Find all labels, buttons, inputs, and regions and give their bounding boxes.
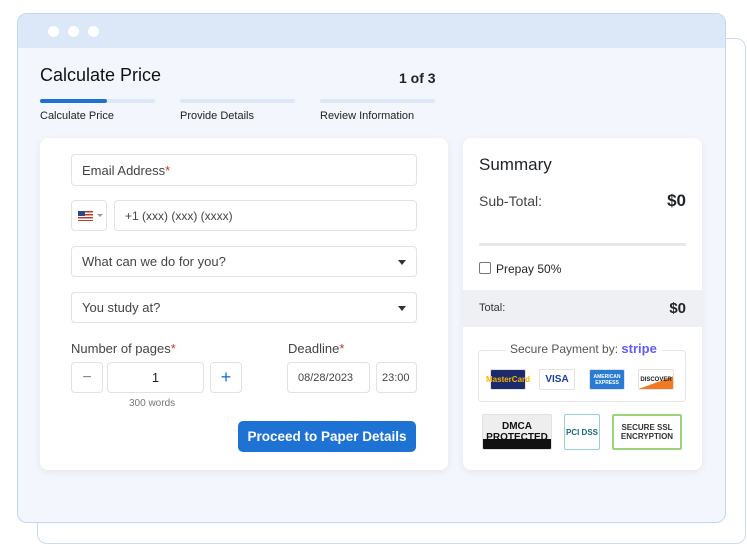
step-progress-1 [40, 99, 155, 103]
service-select[interactable]: What can we do for you? [71, 246, 417, 277]
step-progress-2 [180, 99, 295, 103]
total-label: Total: [479, 302, 506, 314]
step-label[interactable]: Calculate Price [40, 110, 114, 122]
deadline-time-input[interactable]: 23:00 [376, 362, 417, 393]
pci-dss-badge: PCI DSS [564, 414, 600, 450]
dmca-logo: DMCA PROTECTED [486, 421, 548, 443]
required-mark: * [165, 162, 171, 178]
step-label[interactable]: Provide Details [180, 110, 254, 122]
study-select-value: You study at? [82, 300, 161, 315]
prepay-label[interactable]: Prepay 50% [496, 262, 562, 276]
summary-card: Summary Sub-Total: $0 Prepay 50% Total: … [463, 138, 702, 470]
total-value: $0 [669, 300, 686, 317]
study-select[interactable]: You study at? [71, 292, 417, 323]
discover-logo: DISCOVER [638, 369, 674, 390]
secure-payment-label: Secure Payment by: stripe [505, 341, 662, 356]
page-title: Calculate Price [40, 65, 162, 85]
deadline-date-input[interactable]: 08/28/2023 [287, 362, 370, 393]
pages-label: Number of pages* [71, 341, 176, 356]
proceed-button[interactable]: Proceed to Paper Details [238, 421, 416, 452]
step-progress-3 [320, 99, 435, 103]
stripe-logo: stripe [621, 341, 657, 356]
caret-down-icon [398, 306, 406, 311]
service-select-value: What can we do for you? [82, 254, 226, 269]
window-dot-icon [68, 26, 79, 37]
email-input[interactable]: Email Address * [71, 154, 417, 186]
window-dot-icon [48, 26, 59, 37]
window-dot-icon [88, 26, 99, 37]
prepay-checkbox[interactable] [479, 262, 491, 274]
summary-title: Summary [479, 155, 552, 174]
dmca-badge: DMCA PROTECTED [482, 414, 552, 450]
country-select[interactable] [71, 200, 107, 231]
divider [479, 243, 686, 246]
deadline-label: Deadline* [288, 341, 345, 356]
subtotal-label: Sub-Total: [479, 193, 543, 209]
window-titlebar [18, 14, 725, 48]
mastercard-logo: MasterCard [486, 369, 530, 390]
amex-logo: AMERICAN EXPRESS [589, 369, 625, 390]
subtotal-value: $0 [667, 191, 686, 210]
us-flag-icon [78, 210, 93, 221]
pages-decrement-button[interactable]: − [71, 362, 103, 393]
pages-input[interactable]: 1 [107, 362, 204, 393]
visa-logo: VISA [539, 369, 575, 390]
secure-ssl-badge: SECURE SSL ENCRYPTION [612, 414, 682, 450]
email-placeholder: Email Address [82, 162, 166, 178]
phone-input[interactable]: +1 (xxx) (xxx) (xxxx) [114, 200, 417, 231]
step-counter: 1 of 3 [399, 70, 436, 86]
caret-down-icon [398, 260, 406, 265]
step-label[interactable]: Review Information [320, 110, 415, 122]
chevron-down-icon [97, 214, 103, 217]
words-hint: 300 words [129, 398, 176, 409]
pages-increment-button[interactable]: + [210, 362, 242, 393]
total-row: Total: $0 [463, 290, 702, 327]
